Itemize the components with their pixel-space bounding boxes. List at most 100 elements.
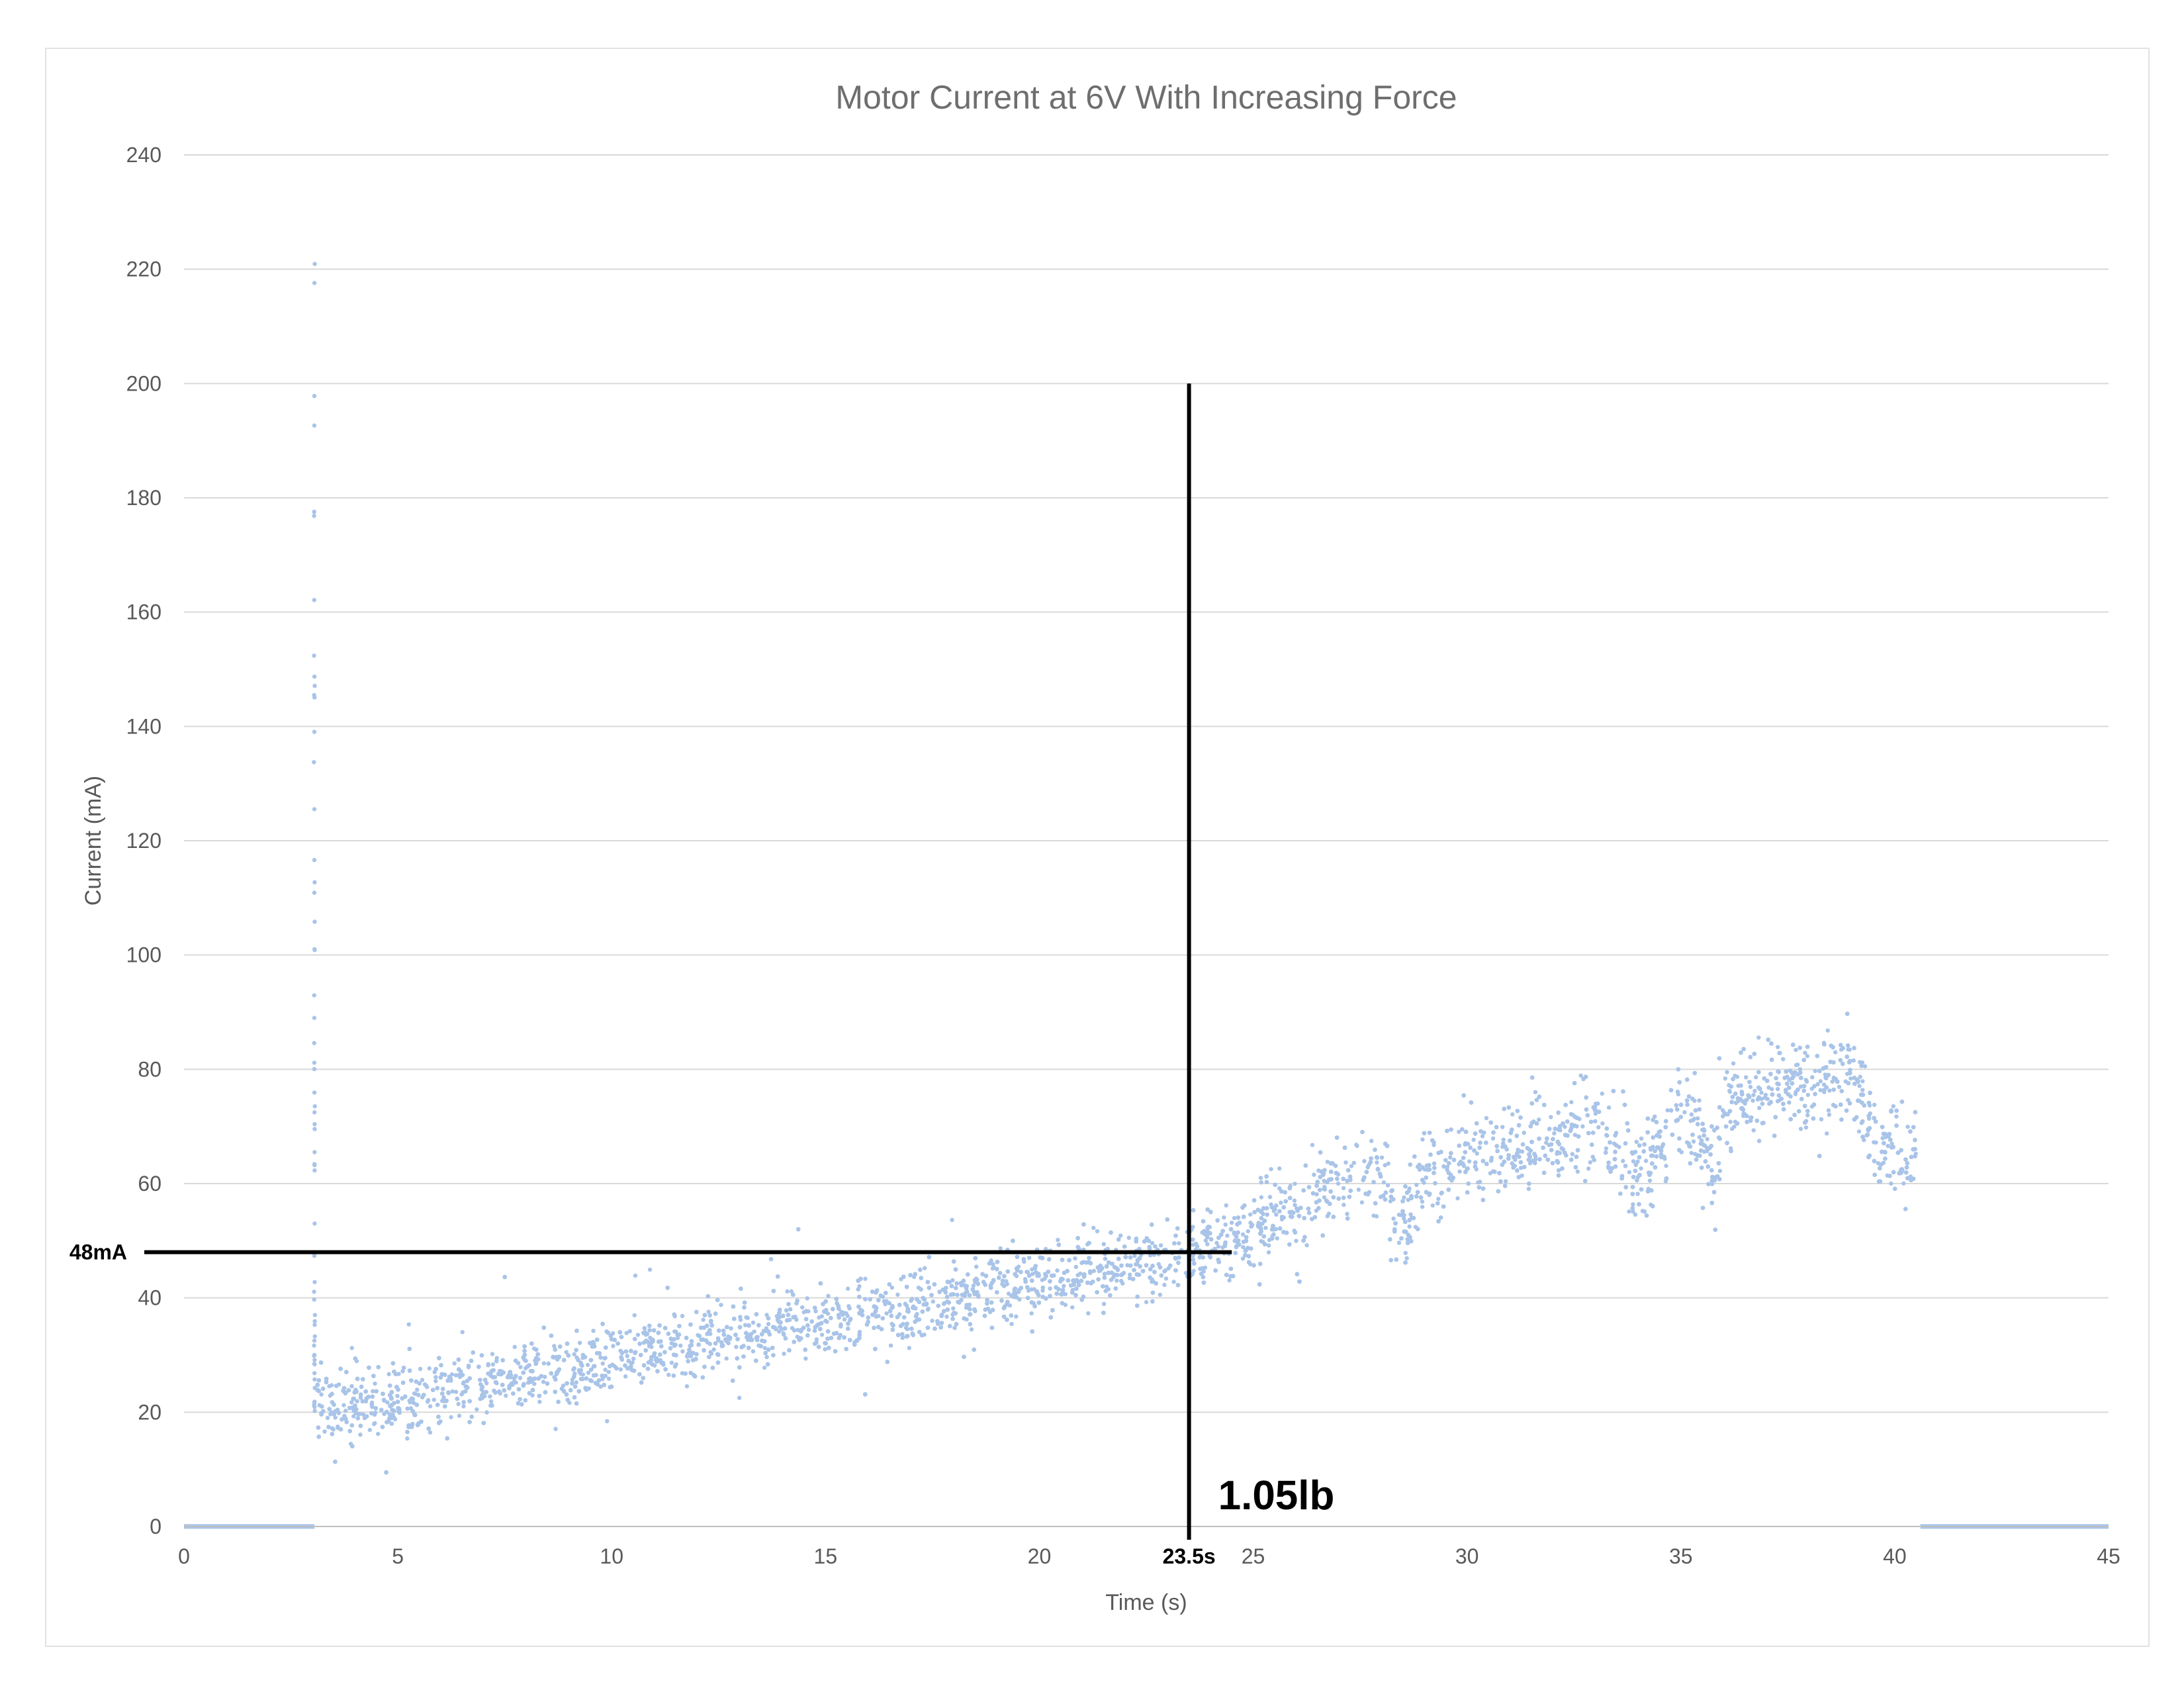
data-point <box>1728 1119 1733 1124</box>
data-point <box>312 890 317 895</box>
data-point <box>1095 1229 1100 1234</box>
data-point <box>1104 1284 1109 1289</box>
data-point <box>552 1344 557 1348</box>
data-point <box>762 1365 767 1370</box>
data-point <box>312 695 317 700</box>
data-point <box>706 1309 711 1314</box>
data-point <box>842 1317 847 1322</box>
data-point <box>1214 1241 1219 1245</box>
data-point <box>1891 1103 1896 1109</box>
data-point <box>1862 1064 1868 1069</box>
data-point <box>1798 1127 1803 1131</box>
data-point <box>600 1377 605 1382</box>
data-point <box>1420 1137 1425 1142</box>
data-point <box>1889 1141 1894 1146</box>
data-point <box>312 1289 316 1294</box>
data-point <box>794 1317 799 1322</box>
data-point <box>1310 1143 1315 1147</box>
data-point <box>764 1354 769 1360</box>
data-point <box>1490 1136 1496 1141</box>
data-point <box>453 1389 459 1394</box>
data-point <box>1503 1179 1508 1184</box>
data-point <box>888 1343 893 1348</box>
data-point <box>1526 1157 1531 1162</box>
data-point <box>823 1340 827 1346</box>
data-point <box>1048 1286 1052 1291</box>
data-point <box>1203 1238 1208 1243</box>
data-point <box>749 1332 754 1336</box>
data-point <box>1351 1160 1357 1165</box>
data-point <box>1653 1114 1657 1119</box>
data-point <box>1407 1224 1412 1229</box>
data-point <box>774 1314 780 1319</box>
data-point <box>504 1393 508 1398</box>
data-point <box>325 1415 330 1421</box>
data-point <box>600 1361 605 1366</box>
data-point <box>708 1331 713 1336</box>
data-point <box>1383 1190 1388 1195</box>
data-point <box>460 1330 465 1335</box>
data-point <box>606 1376 612 1381</box>
data-point <box>1510 1112 1515 1117</box>
data-point <box>1794 1047 1798 1053</box>
data-point <box>577 1340 582 1345</box>
data-point <box>574 1380 579 1385</box>
data-point <box>420 1378 425 1382</box>
data-point <box>541 1361 547 1366</box>
data-point <box>1913 1138 1917 1143</box>
data-point <box>1731 1061 1736 1066</box>
data-point <box>1810 1075 1815 1080</box>
data-point <box>312 1352 317 1358</box>
data-point <box>766 1321 771 1327</box>
data-point <box>1070 1305 1075 1310</box>
data-point <box>376 1431 381 1436</box>
data-point <box>1029 1311 1034 1316</box>
data-point <box>1748 1084 1753 1090</box>
data-point <box>819 1333 825 1337</box>
data-point <box>1569 1100 1574 1105</box>
data-point <box>1689 1150 1694 1155</box>
data-point <box>405 1406 410 1411</box>
data-point <box>1277 1166 1282 1171</box>
data-point <box>998 1246 1003 1250</box>
data-point <box>1857 1084 1862 1088</box>
data-point <box>724 1356 729 1361</box>
data-point <box>889 1286 895 1290</box>
data-point <box>1858 1060 1862 1064</box>
data-point <box>355 1399 359 1403</box>
data-point <box>312 674 317 679</box>
data-point <box>1075 1273 1080 1278</box>
data-point <box>1408 1212 1413 1217</box>
data-point <box>349 1400 354 1405</box>
data-point <box>1775 1086 1780 1092</box>
data-point <box>1543 1141 1549 1145</box>
data-point <box>1665 1108 1670 1113</box>
data-point <box>1055 1268 1060 1273</box>
data-point <box>415 1387 420 1392</box>
data-point <box>1872 1102 1877 1107</box>
data-point <box>453 1373 459 1378</box>
data-point <box>678 1343 683 1348</box>
data-point <box>1901 1181 1906 1186</box>
data-point <box>312 1041 316 1045</box>
data-point <box>1222 1215 1226 1220</box>
data-point <box>1805 1113 1810 1117</box>
data-point <box>1396 1241 1402 1245</box>
data-point <box>490 1352 495 1356</box>
data-point <box>603 1368 608 1372</box>
data-point <box>950 1278 955 1283</box>
data-point <box>785 1289 790 1294</box>
data-point <box>312 1162 317 1166</box>
data-point <box>1631 1209 1635 1214</box>
data-point <box>1588 1160 1592 1165</box>
data-point <box>1158 1292 1163 1297</box>
data-point <box>598 1384 603 1389</box>
data-point <box>1336 1181 1341 1186</box>
data-point <box>1269 1166 1273 1172</box>
data-point <box>1391 1216 1396 1221</box>
data-point <box>1359 1200 1365 1205</box>
data-point <box>1606 1105 1612 1110</box>
data-point <box>490 1362 496 1367</box>
data-point <box>826 1293 831 1298</box>
data-point <box>418 1366 423 1372</box>
